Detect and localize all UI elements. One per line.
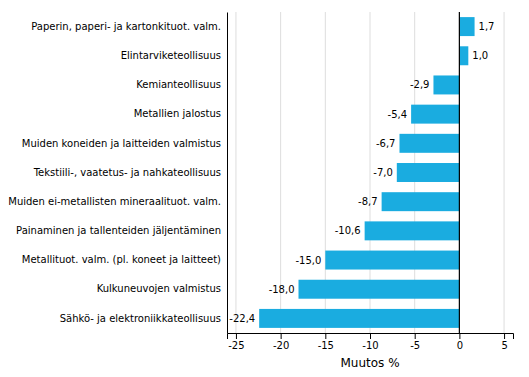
y-tick: Muiden koneiden ja laitteiden valmistus <box>22 138 221 149</box>
x-axis: -25 -20 -15 -10 -5 0 5 <box>228 333 514 351</box>
y-tick-label: Kulkuneuvojen valmistus <box>97 283 221 294</box>
chart-container: -25 -20 -15 -10 -5 0 5 Sähkö- ja elektroniikkat… <box>0 0 529 377</box>
x-tick-label: 0 <box>457 340 463 351</box>
bar <box>365 221 460 240</box>
x-tick-mark <box>325 333 326 339</box>
data-label: -6,7 <box>376 138 396 149</box>
y-tick-label: Paperin, paperi- ja kartonkituot. valm. <box>31 21 221 32</box>
x-tick: -25 <box>228 333 244 351</box>
bar <box>433 75 459 94</box>
data-label: -2,9 <box>410 79 430 90</box>
x-tick-label: -25 <box>228 340 244 351</box>
bars <box>259 12 474 333</box>
data-label: -22,4 <box>229 313 255 324</box>
y-tick: Painaminen ja tallenteiden jäljentäminen <box>16 225 221 236</box>
y-tick: Kulkuneuvojen valmistus <box>97 283 221 294</box>
x-tick-label: -10 <box>362 340 378 351</box>
plot: -25 -20 -15 -10 -5 0 5 Sähkö- ja elektroniikkat… <box>8 12 513 370</box>
data-label: 1,0 <box>472 50 488 61</box>
x-tick: -20 <box>273 333 289 351</box>
y-tick: Metallien jalostus <box>134 108 221 119</box>
y-tick: Metallituot. valm. (pl. koneet ja laitte… <box>22 254 221 265</box>
y-tick-label: Metallien jalostus <box>134 108 221 119</box>
y-tick-label: Muiden ei-metallisten mineraalituot. val… <box>8 196 221 207</box>
x-axis-line <box>228 334 514 340</box>
data-label: -7,0 <box>373 167 393 178</box>
y-tick: Paperin, paperi- ja kartonkituot. valm. <box>31 21 221 32</box>
x-tick-mark <box>459 333 460 339</box>
data-label: -15,0 <box>295 255 321 266</box>
data-labels: -22,4 -18,0 -15,0 -10,6 -8,7 -7,0 -6,7 -5,4 -2,9… <box>229 21 494 324</box>
chart-svg: -25 -20 -15 -10 -5 0 5 Sähkö- ja elektroniikkat… <box>0 0 529 377</box>
y-tick: Sähkö- ja elektroniikkateollisuus <box>60 313 221 324</box>
grid-line <box>504 12 505 333</box>
x-tick-label: -15 <box>318 340 334 351</box>
bar <box>299 280 460 299</box>
bar <box>411 105 459 124</box>
grid-line <box>235 12 236 333</box>
bar <box>325 251 459 270</box>
y-axis: Sähkö- ja elektroniikkateollisuus Kulkune… <box>8 13 227 334</box>
y-tick-label: Kemianteollisuus <box>136 79 221 90</box>
data-label: -10,6 <box>335 225 361 236</box>
x-tick: -10 <box>362 333 378 351</box>
bar <box>399 134 459 153</box>
bar <box>459 46 468 65</box>
grid-line <box>459 12 460 333</box>
grid <box>236 12 504 333</box>
x-tick-label: -5 <box>410 340 420 351</box>
data-label: -8,7 <box>358 196 378 207</box>
y-tick: Muiden ei-metallisten mineraalituot. val… <box>8 196 221 207</box>
y-tick-label: Tekstiili-, vaatetus- ja nahkateollisuus <box>33 167 221 178</box>
y-tick-label: Sähkö- ja elektroniikkateollisuus <box>60 313 221 324</box>
data-label: -18,0 <box>269 284 295 295</box>
y-tick: Kemianteollisuus <box>136 79 221 90</box>
y-tick-label: Elintarviketeollisuus <box>121 50 221 61</box>
bar <box>259 309 459 328</box>
x-axis-title: Muutos % <box>340 356 399 370</box>
baseline <box>459 12 460 333</box>
bar <box>397 163 460 182</box>
x-tick-mark <box>370 333 371 339</box>
y-tick-label: Muiden koneiden ja laitteiden valmistus <box>22 138 221 149</box>
x-tick: 0 <box>457 333 463 351</box>
bar <box>382 192 460 211</box>
x-tick: -5 <box>410 333 420 351</box>
y-tick-label: Painaminen ja tallenteiden jäljentäminen <box>16 225 221 236</box>
y-axis-line <box>227 13 228 334</box>
bar <box>459 17 474 36</box>
data-label: -5,4 <box>388 109 408 120</box>
x-tick-mark <box>236 333 237 339</box>
x-tick: -15 <box>318 333 334 351</box>
y-tick: Tekstiili-, vaatetus- ja nahkateollisuus <box>33 167 221 178</box>
x-tick-label: -20 <box>273 340 289 351</box>
y-tick-label: Metallituot. valm. (pl. koneet ja laitte… <box>22 254 221 265</box>
x-tick-mark <box>415 333 416 339</box>
x-tick-mark <box>504 333 505 339</box>
x-tick-label: 5 <box>501 340 507 351</box>
x-tick: 5 <box>501 333 507 351</box>
y-tick: Elintarviketeollisuus <box>121 50 221 61</box>
x-tick-mark <box>281 333 282 339</box>
data-label: 1,7 <box>479 21 495 32</box>
